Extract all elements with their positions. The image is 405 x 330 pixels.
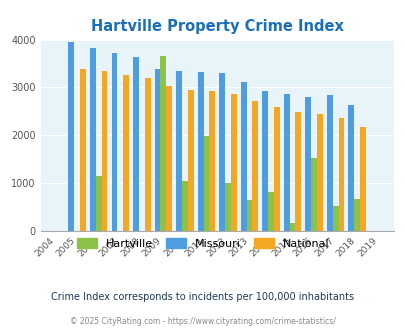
Bar (176, 71, 181, 231)
Bar (295, 112, 301, 231)
Bar (188, 90, 193, 231)
Text: © 2025 CityRating.com - https://www.cityrating.com/crime-statistics/: © 2025 CityRating.com - https://www.city… (70, 317, 335, 326)
Bar (101, 71, 107, 231)
Bar (123, 76, 129, 231)
Legend: Hartville, Missouri, National: Hartville, Missouri, National (72, 234, 333, 253)
Bar (354, 199, 359, 231)
Bar (283, 94, 289, 231)
Bar (144, 78, 150, 231)
Bar (133, 57, 139, 231)
Bar (252, 101, 258, 231)
Bar (347, 105, 354, 231)
Bar (311, 158, 316, 231)
Bar (262, 91, 267, 231)
Bar (166, 86, 172, 231)
Bar (338, 117, 343, 231)
Bar (305, 97, 311, 231)
Bar (90, 48, 96, 231)
Bar (160, 56, 166, 231)
Bar (240, 82, 246, 231)
Bar (224, 183, 230, 231)
Bar (68, 42, 74, 231)
Bar (273, 107, 279, 231)
Bar (219, 73, 224, 231)
Bar (181, 181, 188, 231)
Bar (80, 69, 86, 231)
Bar (96, 176, 101, 231)
Bar (230, 94, 236, 231)
Bar (359, 127, 365, 231)
Bar (111, 53, 117, 231)
Title: Hartville Property Crime Index: Hartville Property Crime Index (91, 19, 343, 34)
Text: Crime Index corresponds to incidents per 100,000 inhabitants: Crime Index corresponds to incidents per… (51, 292, 354, 302)
Bar (209, 91, 215, 231)
Bar (246, 200, 252, 231)
Bar (203, 136, 209, 231)
Bar (332, 206, 338, 231)
Bar (289, 223, 295, 231)
Bar (154, 69, 160, 231)
Bar (197, 72, 203, 231)
Bar (326, 95, 332, 231)
Bar (316, 114, 322, 231)
Bar (267, 192, 273, 231)
